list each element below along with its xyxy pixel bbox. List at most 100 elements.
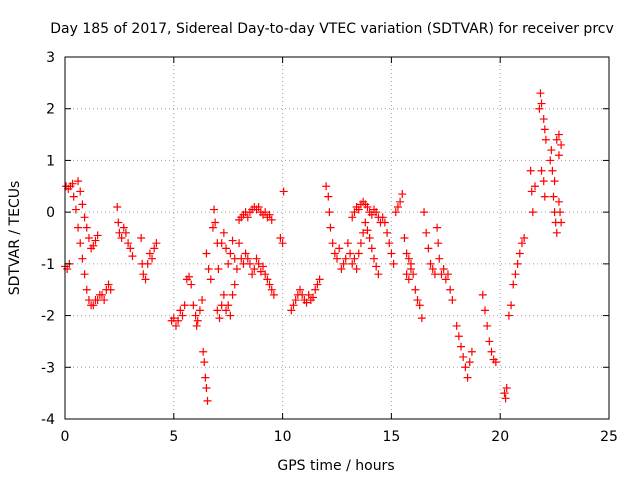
y-tick-label: -1 — [41, 257, 55, 273]
data-point — [426, 259, 435, 268]
data-point — [252, 254, 261, 263]
data-point — [199, 347, 208, 356]
data-point — [361, 218, 370, 227]
data-point — [491, 358, 500, 367]
y-tick-label: 2 — [46, 102, 55, 118]
data-point — [171, 321, 180, 330]
data-point — [517, 239, 526, 248]
data-point — [76, 239, 85, 248]
data-point — [354, 249, 363, 258]
data-point — [69, 192, 78, 201]
data-point — [354, 205, 363, 214]
data-point — [550, 177, 559, 186]
data-point — [141, 275, 150, 284]
data-point — [263, 275, 272, 284]
data-point — [404, 254, 413, 263]
data-point — [276, 234, 285, 242]
data-point — [261, 208, 270, 217]
data-point — [513, 259, 522, 268]
data-point — [80, 213, 89, 222]
data-point — [241, 249, 250, 258]
data-point — [74, 223, 83, 232]
data-point — [363, 226, 372, 235]
data-point — [180, 301, 189, 310]
data-point — [119, 223, 128, 232]
data-point — [341, 254, 350, 263]
data-point — [509, 280, 518, 289]
plot-frame — [64, 56, 610, 420]
data-point — [557, 218, 566, 227]
data-point — [89, 241, 98, 250]
data-point — [169, 314, 178, 323]
data-point — [139, 270, 148, 279]
data-point — [337, 265, 346, 274]
data-point — [243, 254, 252, 263]
data-point — [311, 285, 320, 294]
data-point — [467, 347, 476, 356]
data-point — [485, 337, 494, 346]
y-tick-label: 0 — [46, 205, 55, 221]
data-point — [415, 301, 424, 310]
data-point — [552, 228, 561, 237]
data-point — [265, 280, 274, 289]
data-point — [325, 208, 334, 217]
data-point — [531, 182, 540, 191]
data-point — [396, 197, 405, 206]
y-tick-label: -2 — [41, 309, 55, 325]
data-point — [91, 236, 100, 245]
data-point — [520, 234, 529, 242]
data-point — [554, 151, 563, 160]
data-point — [106, 285, 115, 294]
data-point — [434, 239, 443, 248]
data-point — [335, 244, 344, 253]
data-point — [200, 358, 209, 367]
y-tick-label: -3 — [41, 360, 55, 376]
data-point — [326, 223, 335, 232]
data-point — [126, 244, 135, 253]
data-point — [121, 228, 130, 237]
data-point — [113, 202, 122, 211]
y-tick-label: 3 — [46, 50, 55, 66]
data-point — [187, 280, 196, 289]
data-point — [398, 190, 407, 199]
data-point — [193, 316, 202, 325]
data-point — [124, 239, 133, 248]
data-point — [324, 192, 333, 201]
data-point — [117, 234, 126, 242]
data-point — [228, 236, 237, 245]
data-point — [97, 290, 106, 299]
data-point — [202, 249, 211, 258]
data-point — [554, 130, 563, 139]
data-point — [411, 285, 420, 294]
data-point — [224, 301, 233, 310]
ticks — [64, 56, 610, 420]
data-point — [279, 187, 288, 196]
data-point — [528, 208, 537, 217]
x-tick-label: 15 — [382, 429, 400, 445]
data-point — [222, 306, 231, 315]
data-point — [413, 296, 422, 305]
data-point — [206, 275, 215, 284]
data-point — [202, 383, 211, 392]
data-point — [76, 187, 85, 196]
data-point — [208, 223, 217, 232]
data-point — [504, 311, 513, 320]
data-point — [178, 311, 187, 320]
data-point — [348, 213, 357, 222]
data-point — [254, 259, 263, 268]
data-point — [226, 311, 235, 320]
x-tick-label: 10 — [274, 429, 292, 445]
data-point — [465, 358, 474, 367]
data-point — [259, 262, 268, 271]
data-point — [554, 197, 563, 206]
data-point — [391, 208, 400, 217]
data-point — [526, 166, 535, 175]
data-point — [235, 239, 244, 248]
data-point — [128, 252, 137, 261]
data-point — [185, 272, 194, 281]
data-point — [374, 270, 383, 279]
data-point — [385, 239, 394, 248]
data-point — [219, 290, 228, 299]
data-point — [402, 249, 411, 258]
